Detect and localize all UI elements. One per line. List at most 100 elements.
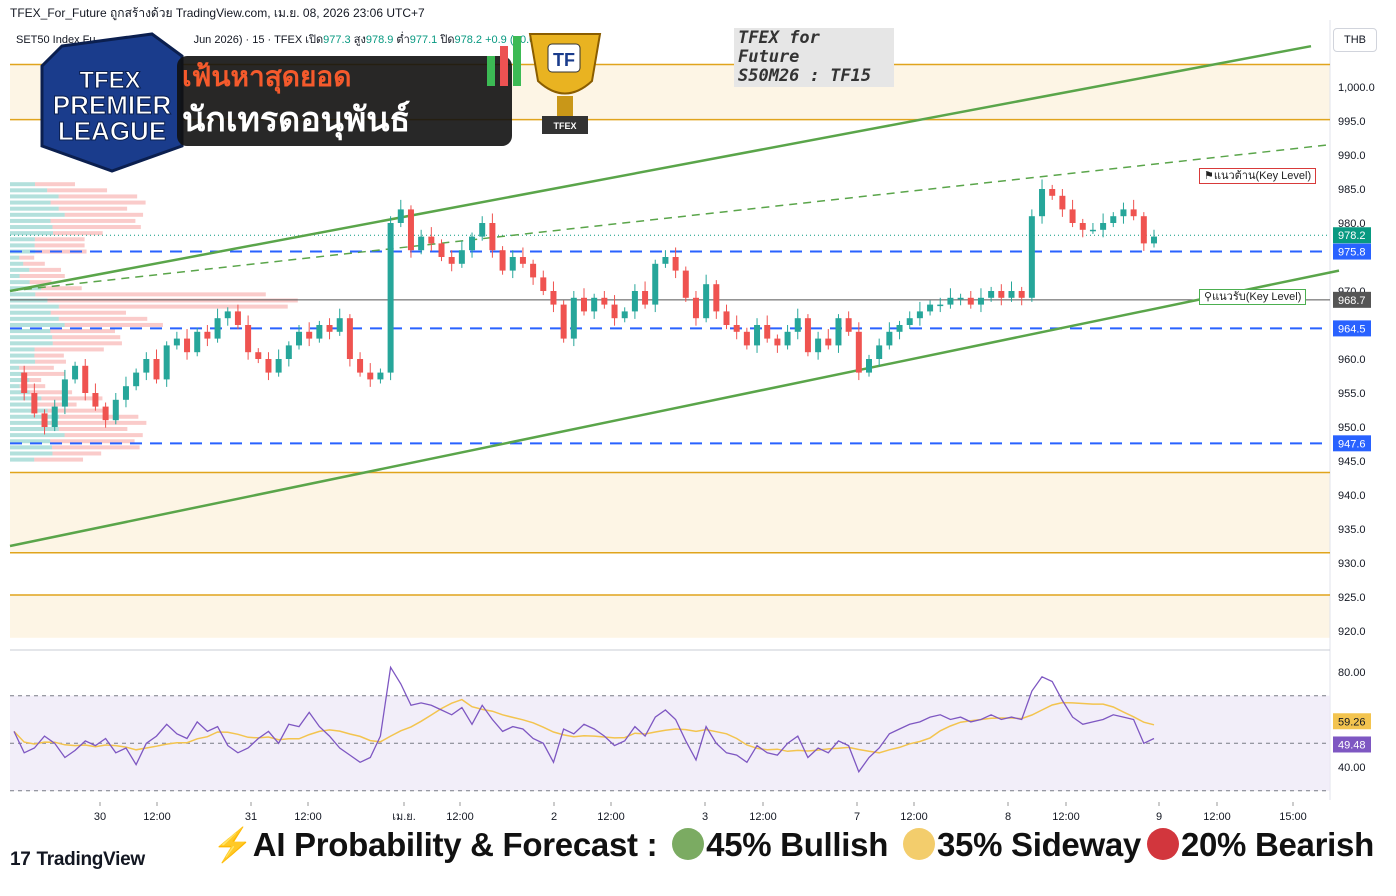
vp-up-11: [10, 249, 36, 254]
candle-body-18: [194, 331, 201, 353]
close-label: ปิด: [440, 34, 455, 46]
x-tick: 7: [854, 811, 860, 823]
vp-up-33: [10, 384, 20, 389]
candle-body-93: [957, 297, 964, 300]
zone-2: [10, 594, 1330, 638]
vp-up-34: [10, 390, 30, 395]
candle-body-110: [1130, 209, 1137, 217]
candle-body-57: [591, 297, 598, 312]
league-line1: TFEX: [79, 67, 140, 94]
badge-text: TF: [553, 50, 575, 70]
candle-body-47: [489, 223, 496, 251]
watermark-line2: S50M26 : TF15: [738, 66, 872, 86]
vp-down-13: [23, 261, 45, 266]
resistance-key-level[interactable]: ⚑แนวต้าน(Key Level): [1199, 168, 1317, 184]
vp-up-23: [10, 322, 65, 327]
candle-body-74: [764, 325, 771, 339]
y-tick: 990.0: [1338, 150, 1366, 162]
vp-down-16: [29, 280, 52, 285]
candle-body-3: [41, 413, 48, 427]
candle-body-86: [886, 331, 893, 346]
candle-body-30: [316, 325, 323, 339]
zone-1: [10, 472, 1330, 553]
price-axis[interactable]: 1,000.0995.0990.0985.0980.0970.0965.0960…: [1338, 82, 1375, 638]
candle-body-107: [1100, 223, 1107, 230]
candle-body-19: [204, 331, 211, 339]
candle-body-29: [306, 331, 313, 339]
candle-body-103: [1059, 195, 1066, 210]
forecast-prefix: ⚡AI Probability & Forecast :: [212, 826, 658, 863]
candle-body-101: [1039, 189, 1046, 217]
vp-up-37: [10, 408, 48, 413]
candle-body-71: [733, 325, 740, 332]
vp-up-8: [10, 231, 54, 236]
banner-text1: เฟ้นหาสุดยอด: [182, 60, 351, 94]
candle-body-37: [387, 223, 394, 373]
y-tick: 995.0: [1338, 116, 1366, 128]
vp-up-42: [10, 439, 51, 444]
vp-up-5: [10, 212, 65, 217]
candle-body-34: [357, 359, 364, 373]
badge-text2: TFEX: [553, 121, 576, 131]
y-tick: 950.0: [1338, 422, 1366, 434]
candle-body-76: [784, 331, 791, 346]
vp-down-43: [52, 445, 140, 450]
y-tick: 925.0: [1338, 592, 1366, 604]
candle-body-72: [743, 331, 750, 346]
watermark: TFEX for Future S50M26 : TF15: [734, 28, 894, 87]
support-key-level[interactable]: ⚲แนวรับ(Key Level): [1199, 289, 1307, 305]
vp-up-12: [10, 255, 20, 260]
rsi-pane[interactable]: 80.00 40.00 59.26 49.48: [10, 665, 1371, 792]
candle-body-23: [245, 325, 252, 353]
candle-body-66: [682, 270, 689, 298]
y-tick: 945.0: [1338, 456, 1366, 468]
candle-body-87: [896, 325, 903, 332]
high-value: 978.9: [365, 34, 394, 46]
price-label: 978.2: [1338, 230, 1366, 242]
candle-body-82: [845, 318, 852, 332]
x-tick: 31: [245, 811, 257, 823]
vp-down-39: [50, 420, 147, 425]
bullish-dot-icon: [672, 828, 705, 860]
close-value: 978.2: [454, 34, 483, 46]
vp-down-38: [59, 414, 139, 419]
vp-down-40: [58, 427, 128, 431]
candle-body-4: [51, 406, 58, 427]
shield-icon: [40, 32, 184, 173]
tradingview-logo[interactable]: 17 TradingView: [10, 849, 145, 871]
candle-body-25: [265, 359, 272, 373]
vp-up-15: [10, 274, 20, 278]
candle-body-2: [31, 393, 38, 414]
candle-body-1: [21, 372, 28, 393]
channel-lower: [9, 269, 1340, 548]
candle-body-89: [916, 311, 923, 319]
candle-body-36: [377, 372, 384, 380]
high-label: สูง: [353, 34, 366, 46]
vp-up-41: [10, 433, 65, 438]
x-tick: 8: [1005, 811, 1011, 823]
vp-up-31: [10, 371, 24, 376]
currency-button[interactable]: THB: [1333, 28, 1377, 52]
candle-body-58: [601, 297, 608, 305]
candle-body-21: [224, 311, 231, 319]
x-tick: 12:00: [143, 811, 171, 823]
vp-up-25: [10, 335, 53, 340]
x-tick: 9: [1156, 811, 1162, 823]
vp-up-1: [10, 188, 48, 193]
candle-body-11: [122, 386, 129, 400]
vp-up-10: [10, 243, 35, 248]
candle-body-6: [72, 365, 79, 380]
candle-body-64: [662, 257, 669, 264]
rsi-y-tick: 80.00: [1338, 667, 1366, 679]
price-label-bg: [1333, 291, 1371, 308]
candle-body-48: [499, 250, 506, 271]
vp-down-21: [50, 310, 126, 315]
y-tick: 935.0: [1338, 524, 1366, 536]
y-tick: 1,000.0: [1338, 82, 1375, 94]
candle-body-109: [1120, 209, 1127, 217]
candle-body-32: [336, 318, 343, 332]
candle-body-53: [550, 291, 557, 305]
change-value: +0.9: [485, 34, 507, 46]
time-axis[interactable]: 30 12:00 31 12:00 เม.ย. 12:00 2 12:00 3 12:00 7 12:…: [94, 802, 1307, 823]
